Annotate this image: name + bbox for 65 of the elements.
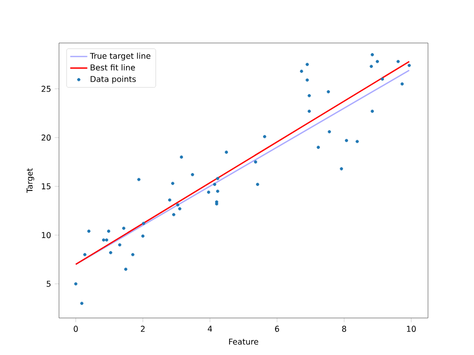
point [171, 182, 174, 186]
x-tick-label: 0 [74, 326, 78, 332]
point [263, 135, 266, 138]
point [102, 238, 106, 242]
legend-label: Best fit line [90, 64, 135, 70]
point [408, 64, 411, 68]
point [213, 182, 216, 186]
point [180, 155, 184, 159]
point [80, 302, 84, 305]
point [300, 70, 304, 73]
point [178, 207, 182, 210]
point [380, 77, 384, 81]
point [122, 226, 126, 230]
point [109, 251, 112, 254]
point [74, 282, 78, 286]
point [216, 176, 220, 180]
point [83, 253, 86, 256]
x-axis-title: Feature [229, 338, 258, 345]
point [328, 130, 331, 134]
y-tick-label: 15 [42, 183, 51, 190]
point [105, 238, 108, 242]
point [118, 243, 122, 246]
y-tick-label: 10 [42, 232, 51, 238]
point [326, 90, 330, 94]
y-tick-label: 25 [42, 86, 51, 92]
x-tick-label: 8 [342, 326, 346, 332]
point [124, 268, 128, 271]
x-tick-label: 2 [140, 326, 145, 332]
point [224, 150, 228, 154]
point [370, 53, 374, 56]
point [176, 203, 180, 206]
point [376, 60, 379, 64]
point [396, 60, 400, 64]
point [370, 110, 374, 113]
y-tick-label: 20 [42, 134, 51, 141]
point [306, 78, 309, 82]
legend-label: True target line [90, 52, 150, 60]
point [356, 140, 359, 144]
point [340, 167, 344, 170]
point [172, 213, 176, 216]
y-axis-title: Target [26, 168, 34, 193]
x-tick-label: 6 [275, 326, 280, 332]
y-tick-label: 5 [46, 280, 51, 287]
point [168, 198, 172, 202]
point [216, 190, 220, 193]
point [370, 64, 373, 68]
point [190, 173, 194, 176]
point [137, 178, 140, 182]
point [141, 234, 144, 238]
point [308, 94, 311, 98]
point [142, 222, 146, 225]
point [107, 230, 110, 233]
point [308, 110, 311, 113]
point [207, 190, 210, 194]
point [306, 62, 309, 66]
point [316, 146, 320, 149]
point [87, 230, 90, 233]
point [131, 253, 134, 256]
point [254, 160, 258, 164]
x-tick-label: 4 [208, 326, 212, 332]
point [256, 182, 260, 186]
x-tick-label: 10 [407, 326, 416, 332]
legend-label: Data points [90, 76, 136, 84]
point [400, 82, 404, 86]
point [344, 138, 348, 142]
